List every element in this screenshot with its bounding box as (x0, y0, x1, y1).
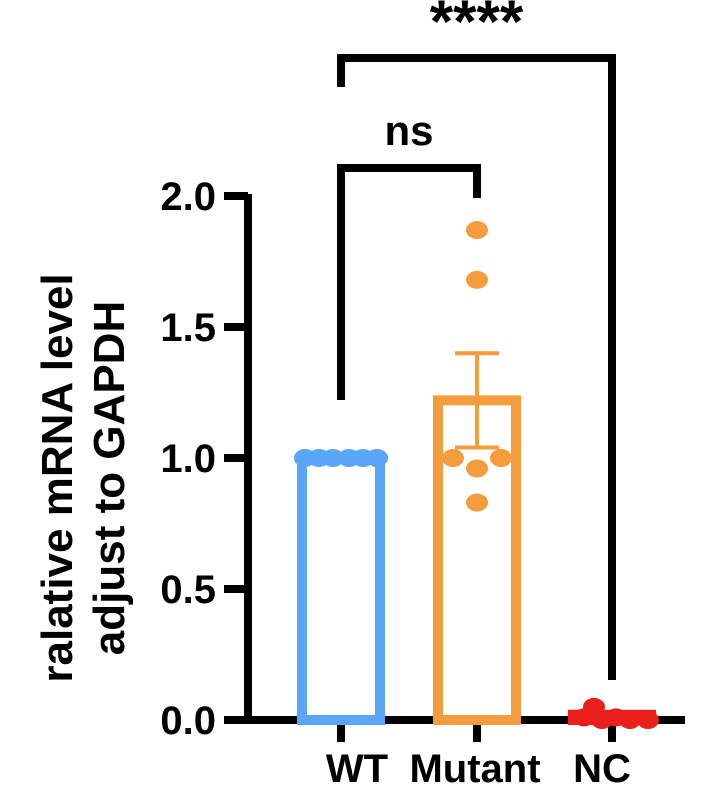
axes: 0.0 0.5 1.0 1.5 2.0 WT Mutant NC (160, 175, 685, 788)
bar-wt (297, 453, 385, 725)
data-point-mutant (466, 459, 488, 478)
y-tick-label: 0.0 (160, 699, 216, 743)
data-point-nc (637, 711, 659, 729)
x-tick-label: NC (573, 747, 631, 788)
y-tick-label: 1.0 (160, 437, 216, 481)
data-point-nc (619, 711, 641, 729)
data-points (294, 221, 659, 729)
y-tick-label: 0.5 (160, 568, 216, 612)
significance-label: **** (430, 0, 524, 55)
data-point-mutant (466, 270, 488, 289)
bars (297, 351, 656, 726)
data-point-mutant (466, 221, 488, 240)
ns-label: ns (384, 107, 433, 154)
data-point-wt (366, 449, 388, 467)
x-tick-label: WT (326, 747, 388, 788)
data-point-nc (591, 711, 613, 729)
data-point-nc (573, 708, 595, 727)
data-point-mutant (466, 493, 488, 512)
data-point-wt (322, 449, 344, 467)
significance-annotations: ns **** (337, 0, 616, 680)
data-point-mutant (442, 449, 464, 467)
y-tick-label: 2.0 (160, 175, 216, 219)
y-tick-label: 1.5 (160, 306, 216, 350)
data-point-mutant (490, 449, 512, 467)
y-axis-title: ralative mRNA level adjust to GAPDH (33, 273, 134, 682)
y-axis-title-line2: adjust to GAPDH (85, 301, 134, 655)
y-axis-title-line1: ralative mRNA level (33, 273, 82, 682)
x-tick-label: Mutant (409, 747, 540, 788)
ns-bracket (337, 164, 481, 400)
significance-bracket (337, 54, 616, 680)
